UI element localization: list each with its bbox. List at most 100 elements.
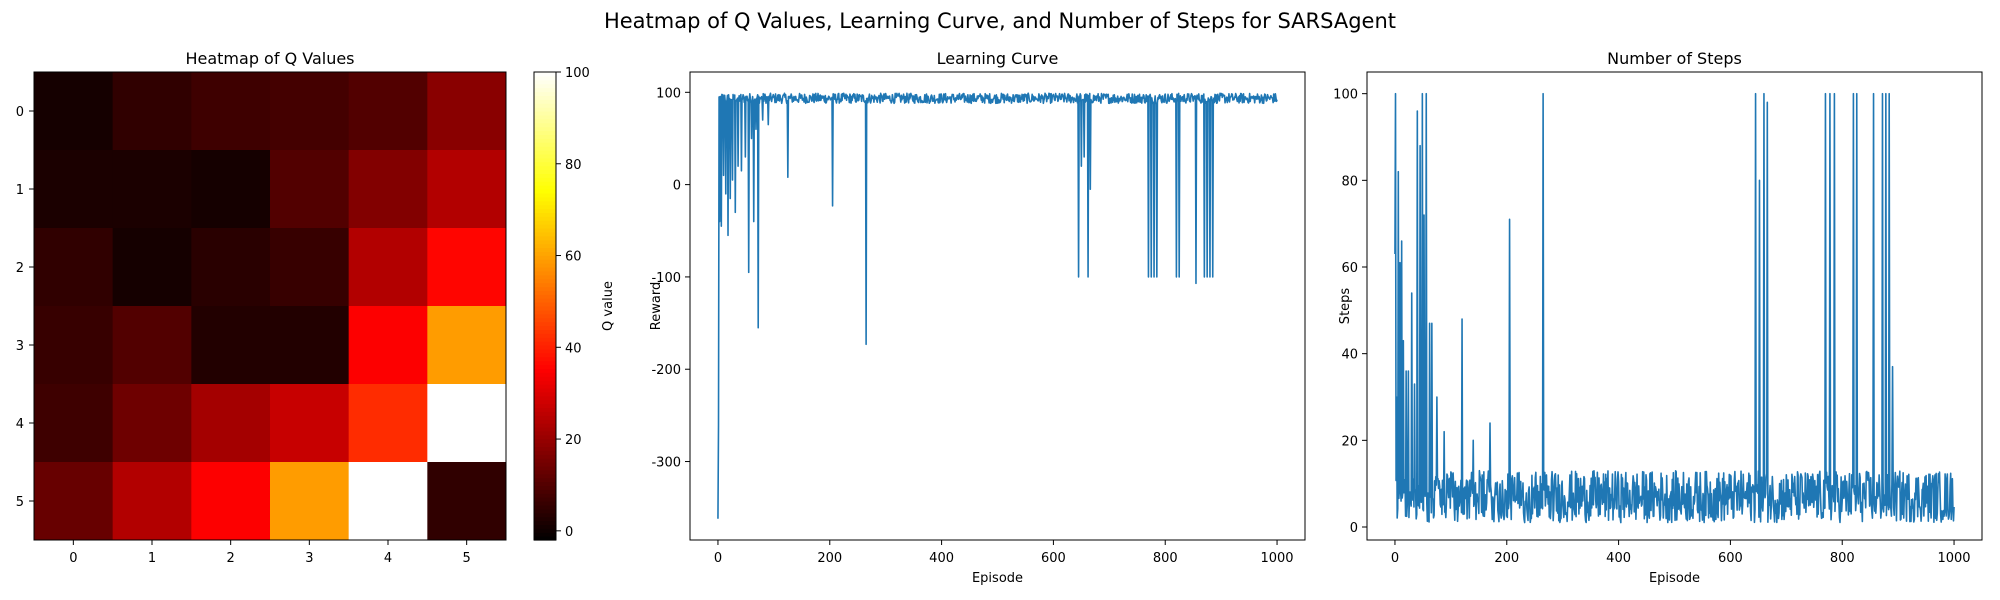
colorbar-segment (534, 434, 556, 440)
colorbar-segment (534, 399, 556, 405)
colorbar-segment (534, 177, 556, 182)
colorbar-segment (534, 528, 556, 533)
heatmap-panel: Heatmap of Q Values 0 1 2 3 4 5 0 1 2 3 4 5 (16, 49, 507, 566)
heatmap-x-tick-label: 2 (227, 551, 235, 566)
colorbar-segment (534, 524, 556, 529)
colorbar-segment (534, 239, 556, 245)
colorbar-segment (534, 161, 556, 167)
colorbar-segment (534, 173, 556, 178)
learning-curve-y-tick-label: -100 (651, 271, 681, 286)
colorbar-segment (534, 532, 556, 537)
heatmap-cell (348, 228, 428, 307)
colorbar-segment (534, 384, 556, 389)
heatmap-cell (270, 72, 350, 151)
steps-x-tick-label: 200 (1494, 551, 1519, 566)
colorbar-segment (534, 278, 556, 284)
heatmap-cell (348, 72, 428, 151)
colorbar-label: Q value (601, 281, 616, 331)
steps-y-tick-label: 40 (1341, 348, 1358, 363)
steps-axes-frame (1366, 71, 1983, 541)
colorbar-segment (534, 395, 556, 401)
heatmap-cell (270, 228, 350, 307)
colorbar-segment (534, 520, 556, 525)
colorbar-segment (534, 185, 556, 190)
colorbar-segment (534, 220, 556, 225)
colorbar-segment (534, 208, 556, 213)
heatmap-frame (33, 71, 507, 541)
learning-curve-x-tick-label: 1000 (1260, 551, 1293, 566)
colorbar-segment (534, 75, 556, 81)
colorbar-segment (534, 107, 556, 112)
colorbar-segment (534, 216, 556, 221)
colorbar-segment (534, 169, 556, 174)
colorbar-segment (534, 235, 556, 241)
colorbar-segment (534, 356, 556, 362)
colorbar-segment (534, 442, 556, 447)
colorbar-segment (534, 458, 556, 463)
colorbar-segment (534, 376, 556, 381)
colorbar-segment (534, 438, 556, 444)
colorbar-segment (534, 450, 556, 455)
learning-curve-y-axis-label: Reward (649, 282, 664, 330)
colorbar-segment (534, 313, 556, 319)
colorbar-segment (534, 290, 556, 295)
heatmap-cell (191, 306, 271, 385)
colorbar-segment (534, 469, 556, 475)
colorbar-segment (534, 142, 556, 147)
learning-curve-axes-frame (689, 71, 1306, 541)
heatmap-y-tick-label: 3 (16, 339, 24, 354)
colorbar-segment (534, 446, 556, 451)
colorbar-segment (534, 212, 556, 217)
steps-y-axis-label: Steps (1338, 288, 1353, 325)
colorbar-segment (534, 407, 556, 412)
colorbar-segment (534, 157, 556, 163)
steps-x-tick-label: 1000 (1937, 551, 1970, 566)
heatmap-cell (112, 150, 192, 229)
colorbar-segment (534, 298, 556, 303)
steps-x-axis-label: Episode (1649, 571, 1700, 586)
colorbar-segment (534, 352, 556, 358)
heatmap-cell (427, 228, 507, 307)
heatmap-x-tick-label: 4 (384, 551, 392, 566)
colorbar-panel: 0 20 40 60 80 100 Q value (533, 66, 616, 541)
steps-y-tick-label: 20 (1341, 434, 1358, 449)
colorbar-segment (534, 118, 556, 124)
colorbar-segment (534, 423, 556, 428)
colorbar-segment (534, 302, 556, 307)
heatmap-y-tick-label: 2 (16, 261, 24, 276)
colorbar-segment (534, 415, 556, 420)
colorbar-segment (534, 329, 556, 334)
heatmap-x-tick-label: 5 (463, 551, 471, 566)
heatmap-y-tick-label: 1 (16, 183, 24, 198)
heatmap-cell (34, 384, 114, 463)
learning-curve-y-tick-label: -300 (651, 456, 681, 471)
colorbar-tick-label: 80 (565, 158, 582, 173)
learning-curve-x-axis-label: Episode (972, 571, 1023, 586)
colorbar-segment (534, 481, 556, 486)
colorbar-segment (534, 411, 556, 416)
heatmap-cell (34, 228, 114, 307)
colorbar-segment (534, 462, 556, 467)
colorbar-segment (534, 79, 556, 85)
heatmap-x-tick-label: 1 (148, 551, 156, 566)
heatmap-y-tick-label: 0 (16, 105, 24, 120)
colorbar-segment (534, 306, 556, 311)
steps-title: Number of Steps (1607, 49, 1742, 68)
heatmap-cell (348, 150, 428, 229)
colorbar-segment (534, 267, 556, 272)
colorbar-segment (534, 348, 556, 354)
heatmap-cell (191, 228, 271, 307)
colorbar-segment (534, 103, 556, 108)
figure-suptitle: Heatmap of Q Values, Learning Curve, and… (604, 9, 1396, 33)
colorbar-segment (534, 274, 556, 280)
colorbar-segment (534, 286, 556, 291)
colorbar-segment (534, 153, 556, 159)
colorbar-segment (534, 231, 556, 237)
colorbar-segment (534, 294, 556, 299)
heatmap-cell (348, 306, 428, 385)
heatmap-cell (270, 384, 350, 463)
learning-curve-title: Learning Curve (937, 49, 1059, 68)
colorbar-segment (534, 87, 556, 93)
colorbar-segment (534, 224, 556, 229)
